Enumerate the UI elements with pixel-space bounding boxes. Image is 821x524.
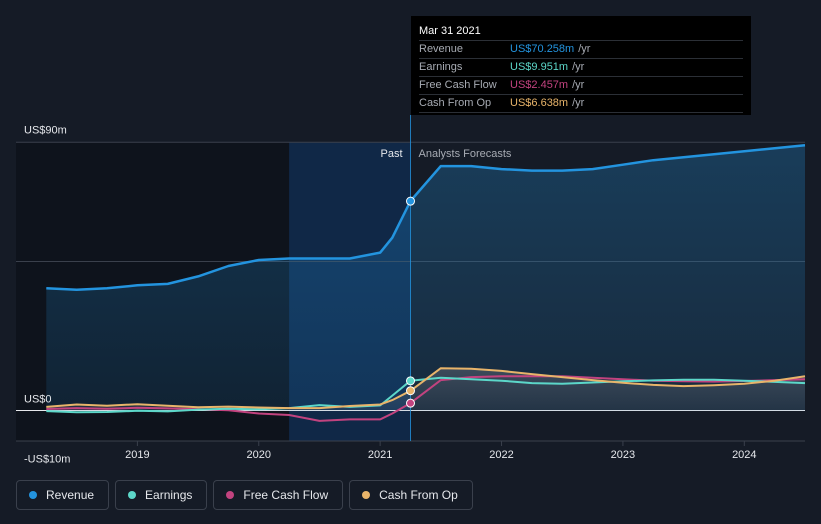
legend-item-earnings[interactable]: Earnings bbox=[115, 480, 208, 510]
earnings-marker bbox=[406, 376, 415, 386]
cash-from-op-dot-icon bbox=[362, 491, 371, 499]
tooltip-value: US$70.258m bbox=[510, 43, 575, 55]
tooltip-label: Cash From Op bbox=[419, 97, 492, 109]
cash-from-op-marker bbox=[406, 386, 415, 396]
y-tick-label: -US$10m bbox=[24, 453, 70, 465]
tooltip-label: Free Cash Flow bbox=[419, 79, 497, 91]
forecast-label: Analysts Forecasts bbox=[419, 148, 512, 160]
legend-label: Earnings bbox=[145, 488, 193, 502]
x-tick-label: 2022 bbox=[489, 449, 513, 461]
x-tick-label: 2020 bbox=[247, 449, 271, 461]
tooltip-label: Revenue bbox=[419, 43, 464, 55]
tooltip: Mar 31 2021 Revenue US$70.258m /yr Earni… bbox=[411, 16, 751, 115]
tooltip-unit: /yr bbox=[578, 43, 591, 55]
x-tick-label: 2021 bbox=[368, 449, 392, 461]
revenue-dot-icon bbox=[29, 491, 37, 499]
legend-item-cash-from-op[interactable]: Cash From Op bbox=[349, 480, 473, 510]
tooltip-date: Mar 31 2021 bbox=[419, 22, 743, 41]
tooltip-row-cash-from-op: Cash From Op US$6.638m /yr bbox=[419, 95, 743, 113]
y-tick-label: US$0 bbox=[24, 394, 52, 406]
tooltip-value: US$6.638m bbox=[510, 97, 569, 109]
legend-label: Cash From Op bbox=[379, 488, 458, 502]
tooltip-value: US$2.457m bbox=[510, 79, 569, 91]
tooltip-unit: /yr bbox=[572, 97, 585, 109]
revenue-area bbox=[46, 145, 806, 411]
x-tick-label: 2019 bbox=[125, 449, 149, 461]
tooltip-value: US$9.951m bbox=[510, 61, 569, 73]
legend: Revenue Earnings Free Cash Flow Cash Fro… bbox=[16, 480, 473, 510]
legend-label: Revenue bbox=[46, 488, 95, 502]
free-cash-flow-dot-icon bbox=[226, 491, 235, 499]
earnings-dot-icon bbox=[128, 491, 137, 499]
tooltip-row-revenue: Revenue US$70.258m /yr bbox=[419, 41, 743, 59]
tooltip-unit: /yr bbox=[572, 61, 585, 73]
free-cash-flow-marker bbox=[406, 398, 415, 408]
tooltip-label: Earnings bbox=[419, 61, 463, 73]
tooltip-row-earnings: Earnings US$9.951m /yr bbox=[419, 59, 743, 77]
tooltip-unit: /yr bbox=[572, 79, 585, 91]
x-tick-label: 2023 bbox=[611, 449, 635, 461]
y-tick-label: US$90m bbox=[24, 124, 67, 136]
revenue-marker bbox=[406, 196, 415, 206]
legend-item-free-cash-flow[interactable]: Free Cash Flow bbox=[213, 480, 344, 510]
cash-area bbox=[46, 368, 806, 411]
x-tick-label: 2024 bbox=[732, 449, 756, 461]
legend-label: Free Cash Flow bbox=[243, 488, 329, 502]
legend-item-revenue[interactable]: Revenue bbox=[16, 480, 110, 510]
tooltip-row-free-cash-flow: Free Cash Flow US$2.457m /yr bbox=[419, 77, 743, 95]
past-label: Past bbox=[380, 148, 402, 160]
